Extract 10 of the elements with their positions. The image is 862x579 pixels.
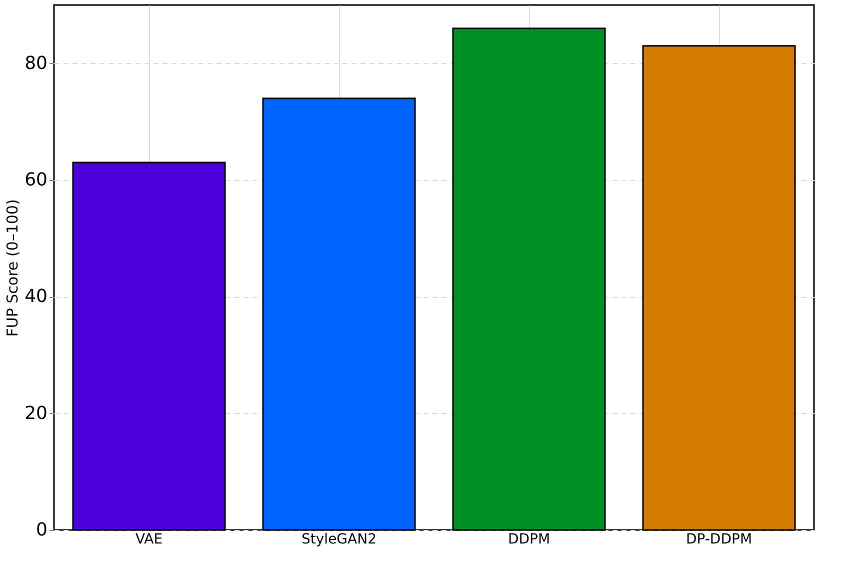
x-tick-label: VAE (135, 532, 163, 548)
y-tick-label: 40 (24, 286, 48, 308)
y-tick-label: 20 (24, 402, 48, 424)
x-tick-label: DP-DDPM (686, 532, 752, 548)
y-tick-label: 80 (24, 52, 48, 74)
x-tick-label: StyleGAN2 (302, 532, 376, 548)
y-tick-label: 0 (36, 520, 48, 540)
y-tick-label: 60 (24, 170, 48, 190)
x-tick-label: DDPM (508, 532, 550, 548)
y-axis-title: FUP Score (0–100) (4, 199, 22, 337)
